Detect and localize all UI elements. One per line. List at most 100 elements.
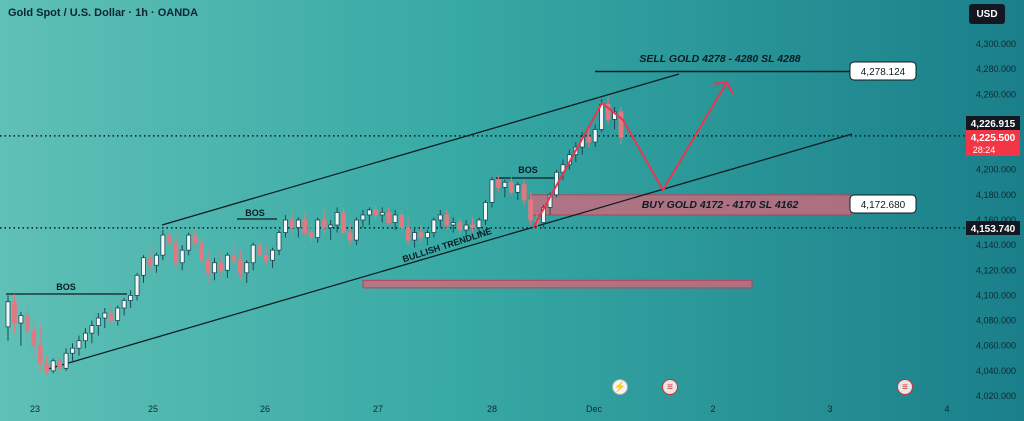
candle-body [515, 184, 521, 193]
candle-body [37, 345, 43, 364]
candle-body [50, 360, 56, 372]
y-tick-label: 4,280.000 [976, 64, 1016, 74]
candle-body [270, 249, 275, 261]
y-tick-label: 4,120.000 [976, 265, 1016, 275]
y-tick-label: 4,020.000 [976, 391, 1016, 401]
candle-body [341, 212, 346, 233]
candle-body [102, 312, 108, 319]
candle-body [508, 181, 514, 193]
countdown-label: 28:24 [973, 145, 996, 155]
candle-body [618, 111, 624, 138]
candle-body [147, 257, 153, 266]
candle-body [386, 212, 392, 223]
candle-body [63, 352, 69, 369]
candle-body [141, 257, 146, 276]
candle-body [237, 259, 243, 274]
candle-body [24, 315, 30, 332]
trendline-label: BULLISH TRENDLINE [401, 226, 493, 264]
candle-body [289, 219, 295, 228]
candle-body [134, 274, 140, 296]
candle-body [412, 232, 417, 241]
price-box [849, 194, 917, 214]
candle-body [302, 219, 308, 233]
candle-body [495, 179, 501, 188]
candle-body [360, 214, 366, 221]
candle-body [166, 234, 172, 244]
candle-body [250, 244, 256, 264]
candle-body [5, 301, 11, 328]
candle-body [76, 340, 82, 349]
candle-body [89, 325, 95, 334]
lightning-event-icon[interactable]: ⚡ [612, 379, 628, 395]
candle-body [70, 347, 75, 354]
candle-body [405, 227, 411, 241]
candle-body [379, 212, 385, 216]
currency-selector[interactable]: USD [969, 4, 1005, 24]
candle-body [12, 301, 17, 324]
y-tick-label: 4,180.000 [976, 190, 1016, 200]
y-tick-label: 4,080.000 [976, 316, 1016, 326]
candle-body [205, 259, 211, 274]
bos-label: BOS [518, 165, 538, 175]
buy-signal-label: BUY GOLD 4172 - 4170 SL 4162 [642, 199, 799, 211]
us-flag-event-icon[interactable]: ≡ [897, 379, 913, 395]
bos-label: BOS [245, 208, 265, 218]
price-box-label: 4,278.124 [861, 67, 906, 78]
candle-body [231, 254, 237, 261]
candle-body [528, 199, 534, 221]
candle-body [224, 254, 230, 271]
candle-body [437, 214, 443, 221]
candle-body [95, 317, 101, 326]
sell-signal-label: SELL GOLD 4278 - 4280 SL 4288 [639, 53, 800, 65]
current-price-badge [966, 130, 1020, 156]
candle-body [115, 307, 121, 321]
candle-body [450, 222, 456, 226]
candle-body [502, 181, 508, 188]
projection-path [532, 81, 728, 229]
candle-body [592, 129, 598, 143]
y-tick-label: 4,260.000 [976, 89, 1016, 99]
bullish-trendline [47, 133, 853, 370]
candle-body [347, 232, 353, 241]
candle-body [44, 362, 50, 372]
candle-body [321, 219, 327, 228]
x-tick-label: 26 [260, 404, 270, 414]
candle-body [476, 219, 482, 228]
x-tick-label: 4 [944, 404, 949, 414]
candle-body [586, 136, 592, 143]
candle-body [315, 219, 321, 239]
candle-body [212, 262, 217, 274]
current-price-label: 4,225.500 [971, 133, 1016, 144]
channel-upper-line [161, 73, 680, 226]
candle-body [308, 232, 314, 238]
candle-body [173, 242, 179, 264]
candle-body [128, 295, 134, 301]
candle-body [108, 312, 114, 321]
candle-body [489, 179, 495, 203]
price-box-label: 4,172.680 [861, 200, 906, 211]
candle-body [186, 234, 192, 251]
candle-body [457, 222, 463, 231]
level-badge-label: 4,153.740 [971, 224, 1016, 235]
x-tick-label: 3 [827, 404, 832, 414]
candle-body [328, 224, 334, 228]
arrow-head [713, 80, 734, 95]
candle-body [605, 103, 611, 120]
candle-body [470, 224, 475, 228]
candle-body [57, 360, 63, 369]
candle-body [244, 262, 250, 274]
candle-body [192, 234, 198, 244]
candle-body [483, 201, 488, 221]
y-tick-label: 4,040.000 [976, 366, 1016, 376]
candle-body [295, 219, 301, 228]
bos-label: BOS [56, 282, 76, 292]
x-tick-label: 25 [148, 404, 158, 414]
candle-body [431, 219, 437, 233]
us-flag-event-icon[interactable]: ≡ [662, 379, 678, 395]
y-tick-label: 4,160.000 [976, 215, 1016, 225]
level-badge [966, 221, 1020, 235]
candle-body [283, 219, 288, 233]
candle-body [392, 214, 398, 223]
